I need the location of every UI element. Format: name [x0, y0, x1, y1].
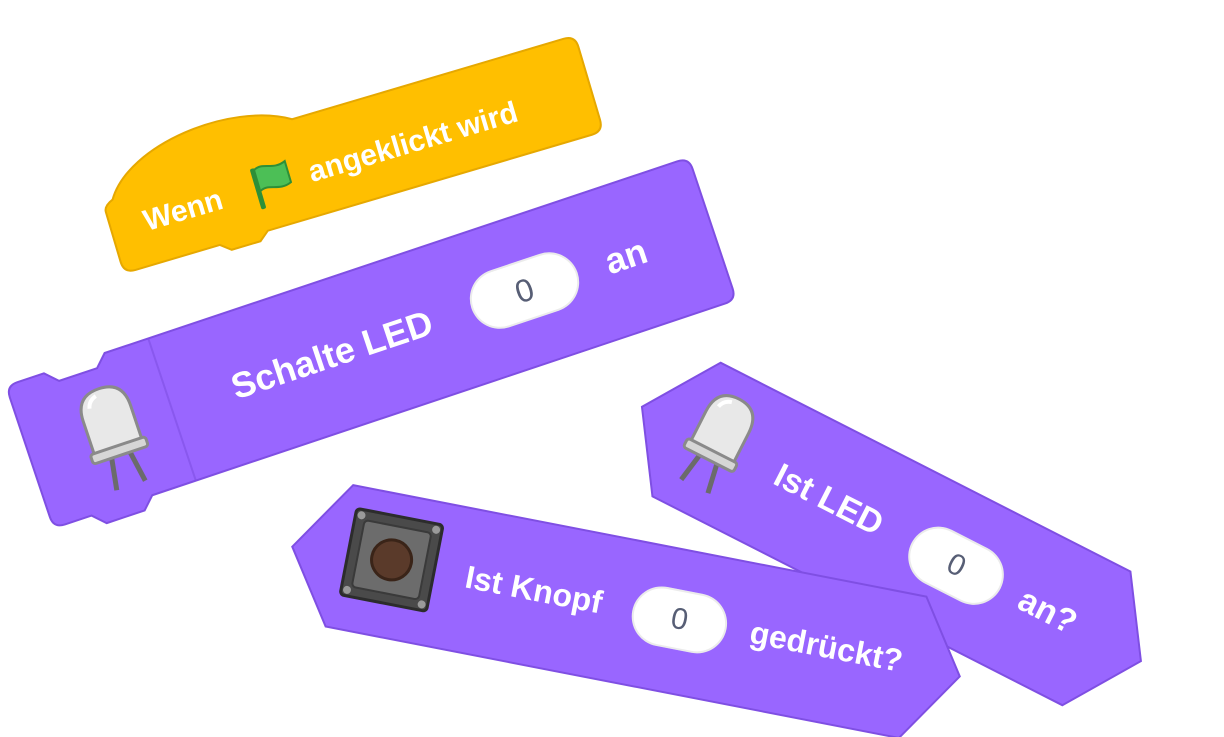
boolean-block-button-shape [291, 484, 961, 737]
hat-block-shape [104, 37, 602, 272]
hat-block-when-flag-clicked[interactable]: Wenn angeklickt wird [78, 0, 606, 281]
boolean-block-is-led-on[interactable]: Ist LED 0 an? [608, 340, 1175, 728]
led-icon [662, 380, 772, 506]
boolean-block-led-shape [640, 361, 1142, 707]
push-button-icon [335, 504, 448, 617]
led-icon [62, 373, 167, 501]
green-flag-icon [238, 152, 303, 217]
command-block-switch-led-on[interactable]: Schalte LED 0 an [6, 158, 736, 529]
boolean-block-is-button-pressed[interactable]: Ist Knopf 0 gedrückt? [279, 476, 974, 737]
